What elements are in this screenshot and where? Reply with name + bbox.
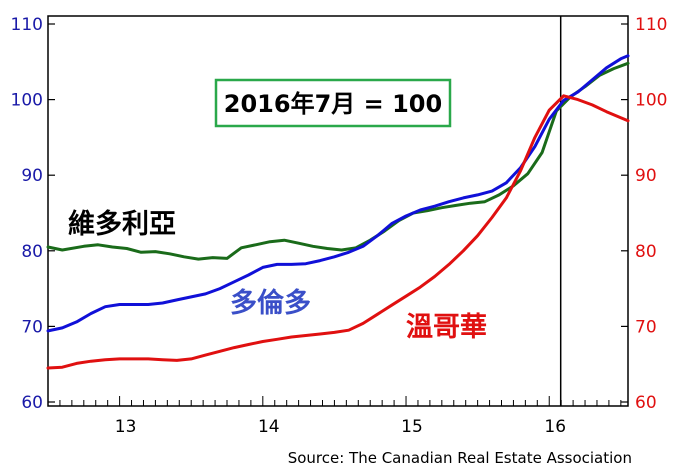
annotation-text: 2016年7月 = 100 <box>224 90 442 118</box>
series-lines <box>46 54 630 370</box>
left-tick-label: 90 <box>21 166 43 186</box>
x-tick-label: 16 <box>544 417 566 437</box>
series-line-2 <box>46 94 630 370</box>
left-tick-label: 100 <box>11 91 43 111</box>
series-label-vancouver: 溫哥華 <box>406 312 487 343</box>
x-tick-label: 13 <box>115 417 137 437</box>
left-tick-label: 110 <box>11 15 43 35</box>
left-tick-label: 80 <box>21 242 43 262</box>
right-tick-label: 80 <box>635 242 657 262</box>
source-note: Source: The Canadian Real Estate Associa… <box>288 449 632 467</box>
series-line-1 <box>46 54 630 333</box>
plot-frame <box>47 15 629 407</box>
left-tick-label: 70 <box>21 317 43 337</box>
x-tick-label: 15 <box>401 417 423 437</box>
right-tick-label: 60 <box>635 393 657 413</box>
right-axis: 60 70 80 90 100 110 <box>621 15 667 413</box>
series-label-victoria: 維多利亞 <box>68 209 176 240</box>
right-tick-label: 90 <box>635 166 657 186</box>
x-tick-label: 14 <box>258 417 280 437</box>
right-tick-label: 70 <box>635 317 657 337</box>
left-tick-label: 60 <box>21 393 43 413</box>
x-axis: 13 14 15 16 <box>47 396 622 437</box>
series-label-toronto: 多倫多 <box>230 287 311 319</box>
series-line-0 <box>46 61 630 261</box>
left-axis: 60 70 80 90 100 110 <box>11 15 55 413</box>
annotation-box <box>214 78 452 128</box>
right-tick-label: 100 <box>635 91 667 111</box>
right-tick-label: 110 <box>635 15 667 35</box>
